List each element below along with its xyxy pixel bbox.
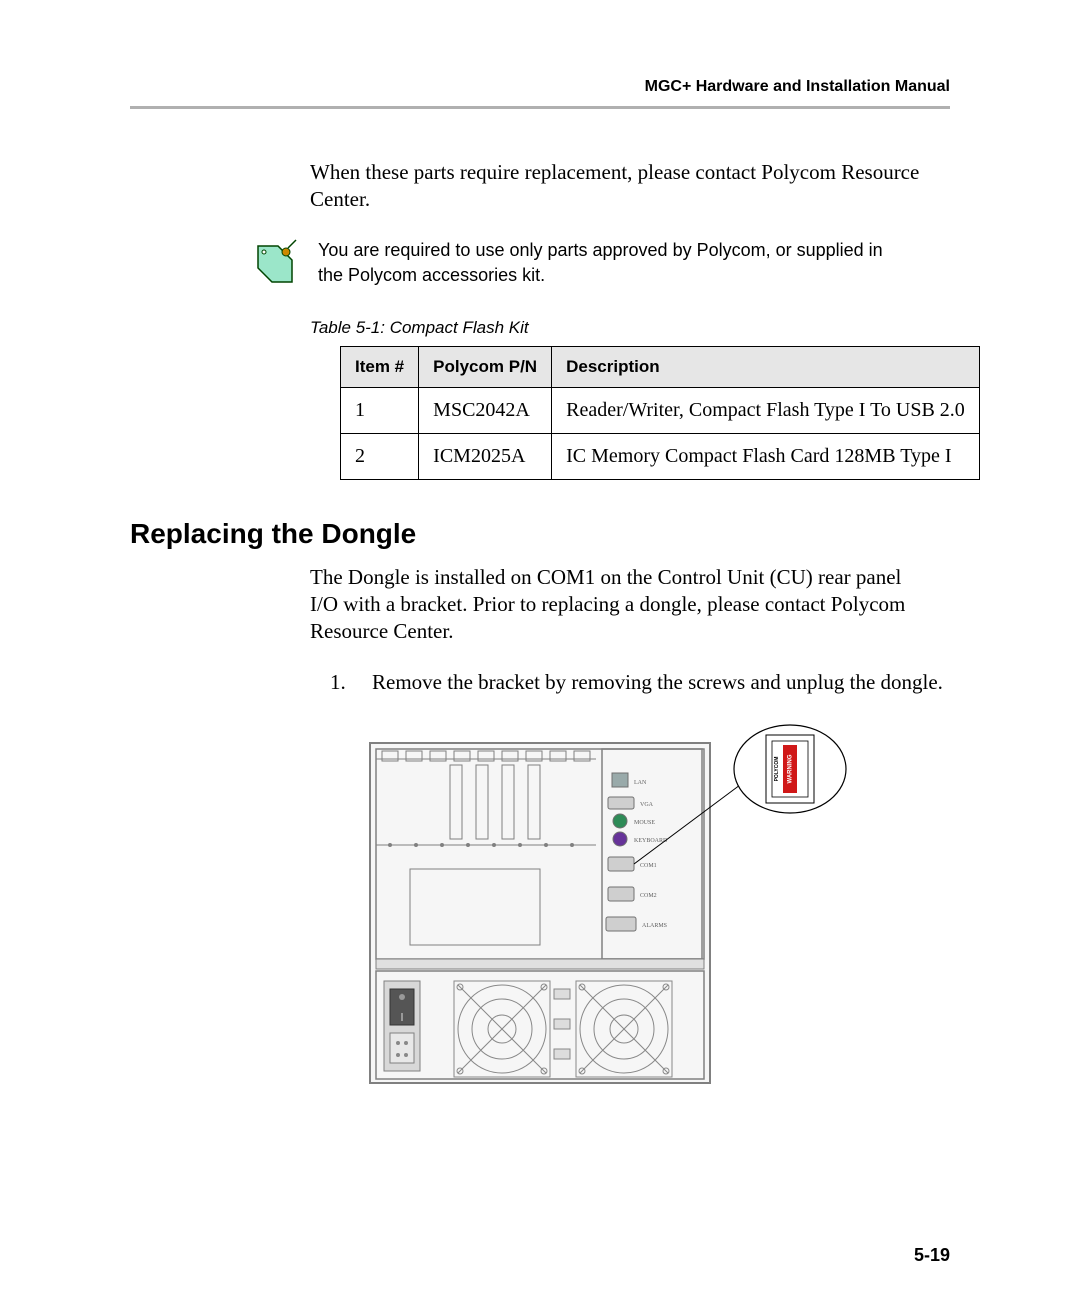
cell-item: 2: [341, 433, 419, 479]
cell-desc: IC Memory Compact Flash Card 128MB Type …: [552, 433, 980, 479]
cell-desc: Reader/Writer, Compact Flash Type I To U…: [552, 387, 980, 433]
svg-text:COM1: COM1: [640, 863, 657, 869]
svg-text:COM2: COM2: [640, 893, 657, 899]
col-item: Item #: [341, 346, 419, 387]
list-item: 1. Remove the bracket by removing the sc…: [330, 669, 950, 696]
step-number: 1.: [330, 669, 354, 696]
section-heading: Replacing the Dongle: [130, 518, 950, 550]
svg-text:POLYCOM: POLYCOM: [774, 756, 780, 781]
table-caption: Table 5-1: Compact Flash Kit: [310, 318, 950, 338]
doc-title: MGC+ Hardware and Installation Manual: [130, 78, 950, 96]
header-rule: [130, 106, 950, 109]
step-list: 1. Remove the bracket by removing the sc…: [330, 669, 950, 696]
svg-text:MOUSE: MOUSE: [634, 820, 655, 826]
cell-pn: MSC2042A: [419, 387, 552, 433]
rear-panel-figure: LAN VGA MOUSE KEYBOARD COM1 COM2 ALARMS: [350, 719, 850, 1119]
col-desc: Description: [552, 346, 980, 387]
parts-table: Item # Polycom P/N Description 1 MSC2042…: [340, 346, 980, 480]
col-pn: Polycom P/N: [419, 346, 552, 387]
cell-pn: ICM2025A: [419, 433, 552, 479]
note-tag-icon: [250, 238, 298, 294]
svg-text:WARNING: WARNING: [788, 754, 794, 783]
note-block: You are required to use only parts appro…: [250, 238, 950, 294]
svg-text:LAN: LAN: [634, 780, 647, 786]
table-row: 1 MSC2042A Reader/Writer, Compact Flash …: [341, 387, 980, 433]
svg-text:ALARMS: ALARMS: [642, 923, 667, 929]
section-paragraph: The Dongle is installed on COM1 on the C…: [310, 564, 930, 646]
svg-text:KEYBOARD: KEYBOARD: [634, 838, 668, 844]
cell-item: 1: [341, 387, 419, 433]
page-number: 5-19: [914, 1245, 950, 1266]
note-text: You are required to use only parts appro…: [318, 238, 908, 288]
intro-paragraph: When these parts require replacement, pl…: [310, 159, 930, 214]
table-row: 2 ICM2025A IC Memory Compact Flash Card …: [341, 433, 980, 479]
svg-text:VGA: VGA: [640, 802, 654, 808]
step-text: Remove the bracket by removing the screw…: [372, 669, 943, 696]
